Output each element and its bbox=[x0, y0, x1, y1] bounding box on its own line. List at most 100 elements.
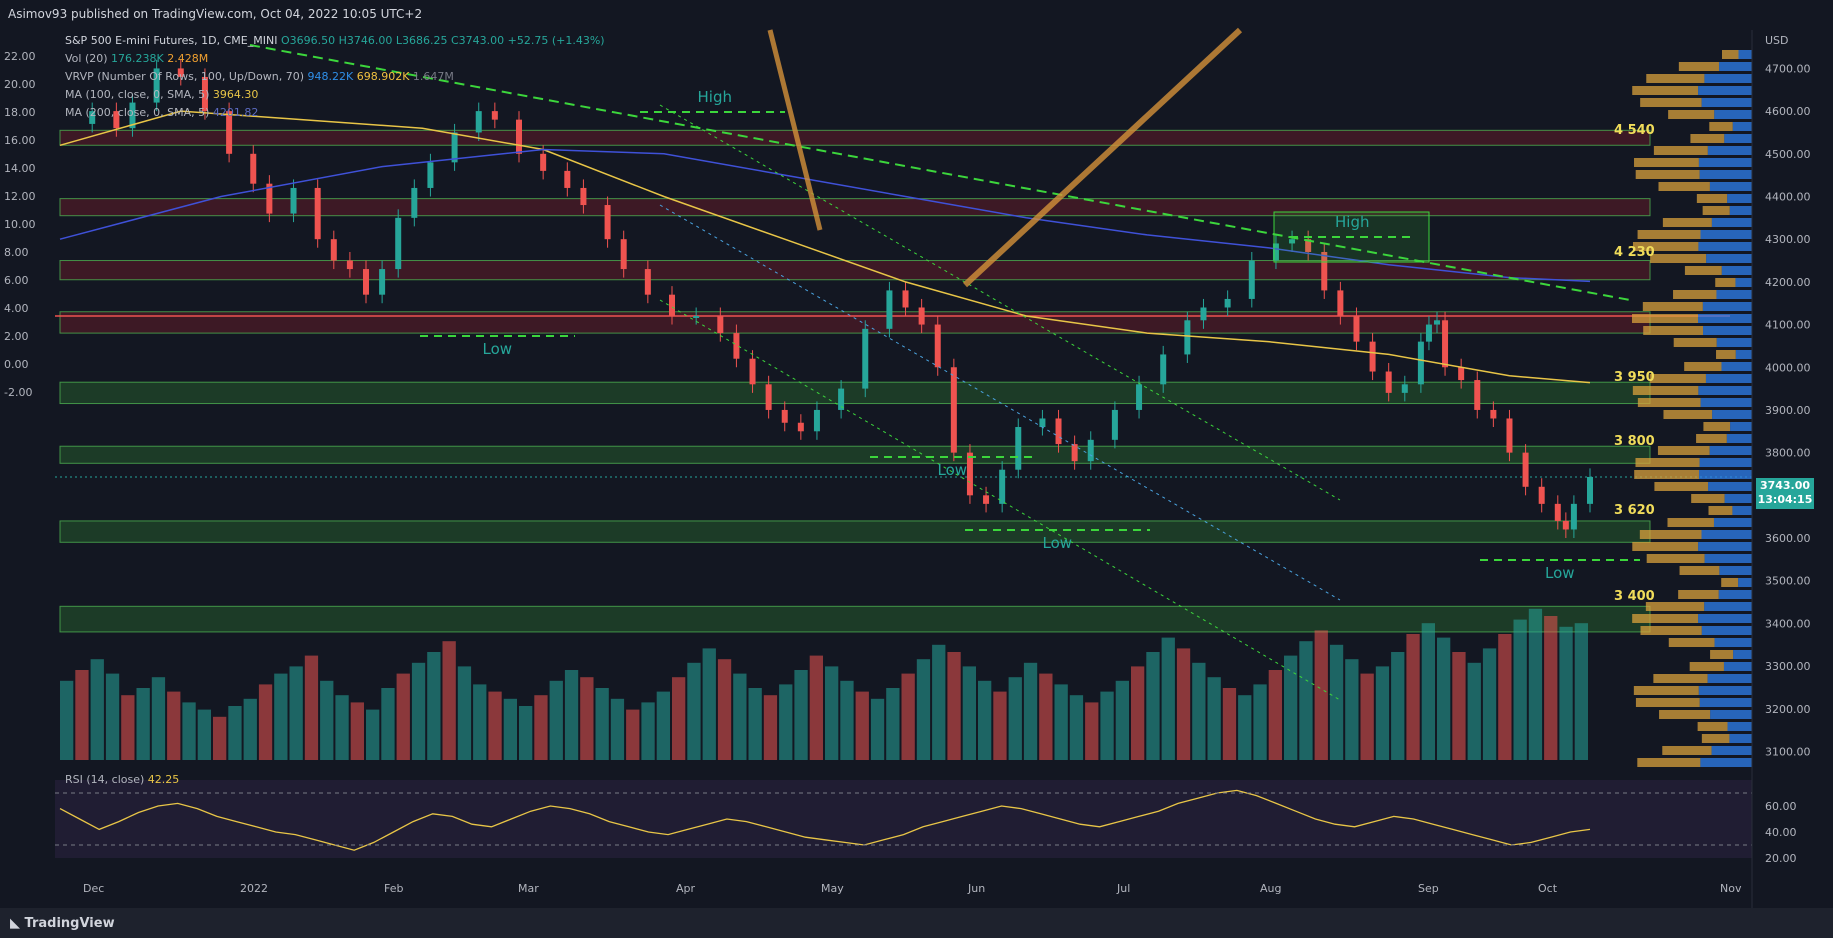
candle-body bbox=[1111, 409, 1118, 440]
vp-row-down bbox=[1698, 686, 1752, 695]
rsi-tick: 20.00 bbox=[1765, 852, 1797, 865]
volume-bar bbox=[1421, 623, 1435, 760]
volume-bar bbox=[1039, 673, 1053, 760]
volume-bar bbox=[1437, 637, 1451, 760]
time-tick: May bbox=[821, 882, 844, 895]
volume-bar bbox=[1253, 684, 1267, 760]
candle-body bbox=[886, 290, 893, 329]
ma200-label[interactable]: MA (200, close, 0, SMA, 5) bbox=[65, 106, 210, 119]
sr-zone bbox=[59, 381, 1651, 405]
price-tick: 4000.00 bbox=[1765, 361, 1811, 374]
vp-row-up bbox=[1690, 134, 1725, 143]
volume-bar bbox=[182, 702, 196, 760]
vp-row-down bbox=[1707, 674, 1752, 683]
rsi-line bbox=[59, 789, 1591, 851]
ma200-value: 4201.82 bbox=[212, 106, 259, 119]
candle-body bbox=[717, 316, 724, 334]
candle-body bbox=[1442, 320, 1449, 368]
rsi-label[interactable]: RSI (14, close) bbox=[65, 773, 145, 786]
volume-bar bbox=[1559, 626, 1573, 760]
vp-row-down bbox=[1716, 338, 1752, 347]
candle-body bbox=[1272, 243, 1279, 261]
volume-bar bbox=[1085, 702, 1099, 760]
rsi-tick: 40.00 bbox=[1765, 826, 1797, 839]
symbol-line[interactable]: S&P 500 E-mini Futures, 1D, CME_MINI bbox=[65, 34, 278, 47]
left-axis-tick: 20.00 bbox=[4, 78, 36, 91]
vp-row-down bbox=[1708, 482, 1752, 491]
volume-bar bbox=[105, 673, 120, 760]
candle-body bbox=[1538, 486, 1545, 504]
candle-body bbox=[1401, 384, 1408, 393]
vp-row-down bbox=[1730, 422, 1752, 431]
vp-row-down bbox=[1719, 62, 1752, 71]
level-label-4230: 4 230 bbox=[1614, 245, 1655, 260]
vp-row-up bbox=[1639, 530, 1702, 539]
volume-bar bbox=[641, 702, 655, 760]
vp-row-down bbox=[1704, 602, 1752, 611]
rsi-tick: 60.00 bbox=[1765, 800, 1797, 813]
candle-body bbox=[934, 324, 941, 368]
vp-row-down bbox=[1729, 734, 1752, 743]
vp-row-down bbox=[1700, 398, 1752, 407]
time-tick: Apr bbox=[676, 882, 696, 895]
time-tick: Sep bbox=[1418, 882, 1439, 895]
candle-body bbox=[1160, 354, 1167, 385]
volume-bar bbox=[1192, 662, 1206, 760]
candle-body bbox=[1425, 324, 1432, 342]
candle-body bbox=[395, 217, 402, 270]
vp-row-down bbox=[1698, 470, 1752, 479]
volume-bar bbox=[1528, 608, 1543, 760]
candle-body bbox=[669, 294, 675, 317]
volume-bar bbox=[427, 652, 441, 760]
candle-body bbox=[1417, 341, 1424, 385]
volume-bar bbox=[794, 670, 808, 760]
publisher-line: Asimov93 published on TradingView.com, O… bbox=[8, 7, 423, 21]
vp-row-down bbox=[1714, 638, 1752, 647]
price-tick: 4500.00 bbox=[1765, 148, 1811, 161]
vrvp-value-1: 948.22K bbox=[307, 70, 354, 83]
volume-bar bbox=[136, 688, 150, 760]
volume-bar bbox=[779, 684, 793, 760]
volume-bar bbox=[289, 666, 303, 760]
candle-body bbox=[1474, 380, 1481, 410]
volume-bar bbox=[564, 670, 579, 760]
last-price-tag: 3743.00 13:04:15 bbox=[1756, 478, 1814, 509]
vp-row-up bbox=[1684, 266, 1722, 275]
candle-body bbox=[983, 495, 990, 504]
rsi-value: 42.25 bbox=[147, 773, 180, 786]
volume-bar bbox=[672, 677, 686, 760]
vp-row-down bbox=[1698, 86, 1752, 95]
left-axis-tick: 2.00 bbox=[4, 330, 29, 343]
volume-bar bbox=[1391, 652, 1405, 760]
vp-row-up bbox=[1702, 206, 1730, 215]
vp-row-up bbox=[1632, 542, 1699, 551]
volume-bar bbox=[1238, 695, 1252, 760]
vp-row-up bbox=[1668, 110, 1715, 119]
volume-bar bbox=[993, 691, 1007, 760]
vol-label[interactable]: Vol (20) bbox=[65, 52, 108, 65]
left-axis-tick: 10.00 bbox=[4, 218, 36, 231]
vrvp-value-2: 698.902K bbox=[356, 70, 410, 83]
vp-row-up bbox=[1708, 506, 1733, 515]
vp-row-up bbox=[1646, 554, 1705, 563]
volume-bar bbox=[1360, 673, 1374, 760]
legend-symbol: S&P 500 E-mini Futures, 1D, CME_MINI O36… bbox=[65, 34, 605, 47]
tradingview-logo[interactable]: ◣ TradingView bbox=[10, 916, 115, 931]
level-label-3400: 3 400 bbox=[1614, 589, 1655, 604]
ma100-label[interactable]: MA (100, close, 0, SMA, 5) bbox=[65, 88, 210, 101]
pivot-label: High bbox=[1335, 213, 1369, 231]
volume-bar bbox=[1131, 666, 1145, 760]
volume-bar bbox=[503, 698, 517, 760]
volume-bar bbox=[1161, 637, 1175, 760]
candle-body bbox=[564, 170, 571, 188]
legend-vrvp: VRVP (Number Of Rows, 100, Up/Down, 70) … bbox=[65, 70, 454, 83]
candle-body bbox=[177, 68, 184, 77]
vp-row-up bbox=[1679, 566, 1720, 575]
vp-row-down bbox=[1712, 410, 1752, 419]
vp-row-up bbox=[1673, 290, 1717, 299]
bar-countdown: 13:04:15 bbox=[1757, 493, 1813, 506]
volume-bar bbox=[1329, 644, 1344, 760]
left-axis-tick: 18.00 bbox=[4, 106, 36, 119]
vrvp-label[interactable]: VRVP (Number Of Rows, 100, Up/Down, 70) bbox=[65, 70, 305, 83]
